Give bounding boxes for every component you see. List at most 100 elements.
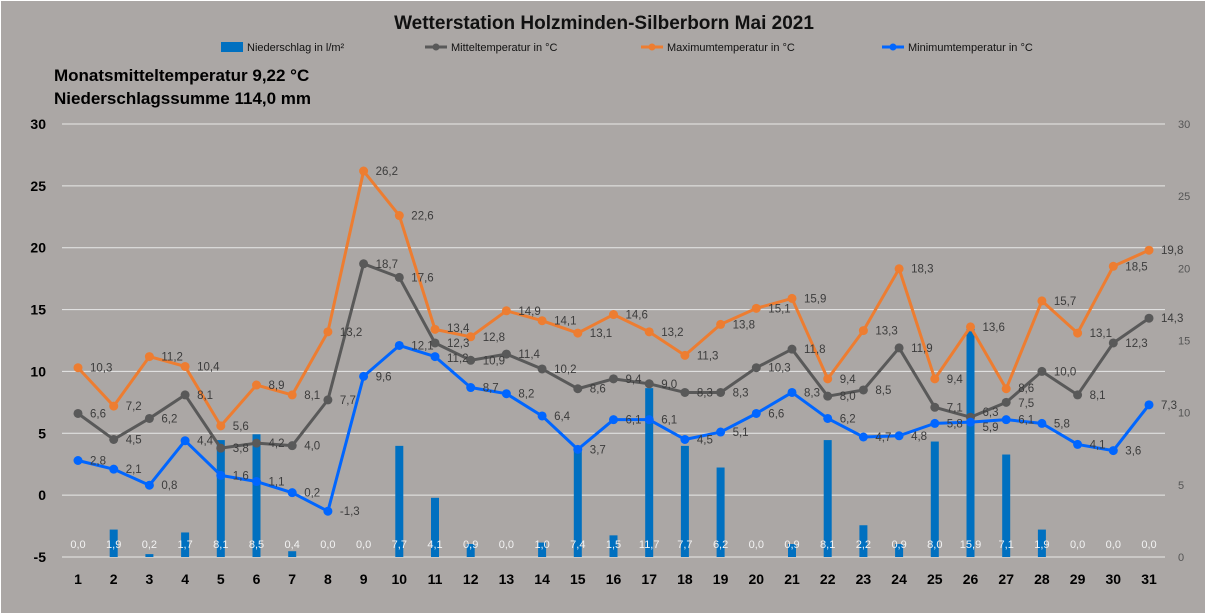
data-point	[1073, 390, 1083, 400]
legend-label: Maximumtemperatur in °C	[667, 42, 795, 54]
data-label: 14,1	[554, 316, 576, 328]
legend-swatch	[221, 42, 243, 52]
data-point	[287, 488, 297, 498]
data-point	[287, 390, 297, 400]
x-tick-label: 9	[360, 571, 368, 587]
data-point	[180, 361, 190, 371]
data-label: 10,0	[1054, 366, 1076, 378]
data-point	[394, 272, 404, 282]
data-point	[1144, 400, 1154, 410]
data-point	[1108, 446, 1118, 456]
x-tick-label: 15	[570, 571, 586, 587]
data-label: 5,8	[1054, 418, 1070, 430]
x-tick-label: 5	[217, 571, 225, 587]
x-tick-label: 27	[998, 571, 1014, 587]
data-point	[109, 464, 119, 474]
data-label: 13,4	[447, 323, 470, 335]
data-label: 0,8	[161, 480, 177, 492]
y-tick-label: 20	[30, 240, 46, 256]
data-point	[680, 350, 690, 360]
data-point	[573, 328, 583, 338]
data-label: 11,9	[911, 343, 933, 355]
y-tick-label: 0	[38, 487, 46, 503]
x-axis: 1 2 3 4 5 6 7 8 9 10 11 12 13 14 15 16 17 18 19 20 21 22 23 24 2…	[74, 571, 1157, 587]
x-tick-label: 1	[74, 571, 82, 587]
data-point	[359, 371, 369, 381]
data-point	[144, 413, 154, 423]
data-label: 13,1	[590, 328, 612, 340]
precip-bar	[109, 529, 118, 557]
data-point	[930, 402, 940, 412]
data-label: 10,3	[768, 363, 790, 375]
precip-label: 1,9	[106, 539, 121, 551]
data-label: 15,1	[768, 303, 790, 315]
precip-bar	[859, 525, 868, 557]
x-tick-label: 16	[606, 571, 622, 587]
data-label: 13,3	[875, 326, 897, 338]
x-tick-label: 3	[146, 571, 154, 587]
data-label: 9,4	[840, 374, 857, 386]
data-label: 12,3	[1125, 338, 1147, 350]
data-label: 10,9	[483, 355, 505, 367]
precip-bar	[716, 467, 725, 557]
data-label: 3,8	[233, 443, 249, 455]
precip-label: 0,9	[891, 539, 906, 551]
data-label: 10,3	[90, 363, 112, 375]
y-tick-label: 10	[30, 363, 46, 379]
y2-tick-label: 10	[1178, 408, 1190, 420]
data-point	[216, 421, 226, 431]
data-point	[216, 443, 226, 453]
data-label: 6,1	[626, 415, 642, 427]
data-label: 8,5	[875, 385, 891, 397]
x-tick-label: 2	[110, 571, 118, 587]
x-tick-label: 28	[1034, 571, 1050, 587]
data-label: 17,6	[411, 272, 433, 284]
precip-label: 11,7	[639, 539, 660, 551]
y-tick-label: 5	[38, 425, 46, 441]
data-point	[716, 319, 726, 329]
data-point	[716, 387, 726, 397]
y-axis-left: 30 25 20 15 10 5 0 -5	[30, 116, 46, 565]
data-label: 13,2	[340, 327, 362, 339]
y2-tick-label: 20	[1178, 263, 1190, 275]
precipitation-bars	[109, 327, 1046, 557]
data-point	[109, 401, 119, 411]
data-point	[787, 387, 797, 397]
data-point	[466, 355, 476, 365]
data-labels: 0,0 1,9 0,2 1,7 8,1 8,5 0,4 0,0 0,0 7,7 4,1 0,9 0,0 1…	[70, 166, 1183, 551]
precip-label: 0,9	[784, 539, 799, 551]
precip-bar	[788, 544, 796, 557]
x-tick-label: 22	[820, 571, 836, 587]
data-point	[644, 379, 654, 389]
data-point	[252, 477, 261, 487]
data-label: 8,9	[269, 380, 285, 392]
data-label: 12,8	[483, 332, 505, 344]
precip-bar	[573, 450, 582, 557]
data-label: 6,6	[768, 408, 784, 420]
data-label: 12,1	[411, 340, 433, 352]
data-point	[680, 387, 690, 397]
y-tick-label: -5	[34, 549, 47, 565]
data-point	[180, 436, 190, 446]
data-label: 4,7	[875, 432, 891, 444]
x-tick-label: 8	[324, 571, 332, 587]
data-label: 4,5	[126, 434, 142, 446]
precip-label: 0,0	[70, 539, 85, 551]
data-point	[680, 434, 690, 444]
data-point	[1037, 366, 1047, 376]
legend-marker	[648, 43, 656, 51]
y2-tick-label: 25	[1178, 191, 1190, 203]
data-point	[1037, 418, 1047, 428]
data-point	[1001, 397, 1011, 407]
x-tick-label: 31	[1141, 571, 1157, 587]
data-point	[966, 322, 975, 332]
gridlines	[62, 123, 1165, 558]
data-point	[73, 408, 83, 418]
data-point	[609, 374, 618, 384]
data-label: 5,9	[983, 422, 999, 434]
precip-label: 8,1	[820, 539, 835, 551]
precip-bar	[823, 440, 832, 557]
data-label: 13,8	[733, 319, 755, 331]
precip-bar	[538, 542, 547, 557]
